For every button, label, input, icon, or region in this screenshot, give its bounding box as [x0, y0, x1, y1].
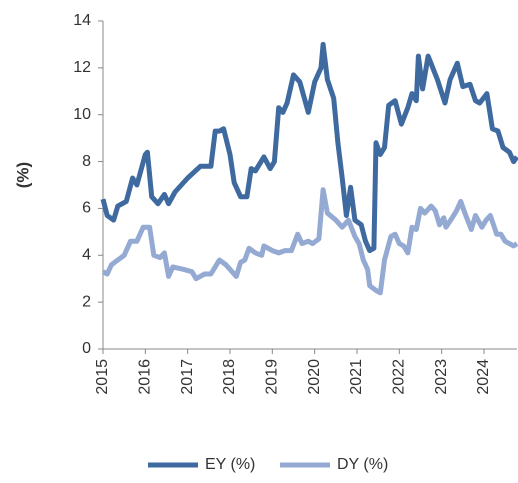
x-tick-label: 2015 — [94, 359, 111, 395]
y-tick-label: 10 — [73, 106, 91, 123]
x-tick-label: 2016 — [137, 359, 154, 395]
x-tick-label: 2017 — [179, 359, 196, 395]
y-tick-label: 4 — [82, 247, 91, 264]
x-tick-label: 2024 — [475, 359, 492, 395]
legend-label: DY (%) — [337, 456, 388, 473]
x-tick-label: 2022 — [391, 359, 408, 395]
legend-label: EY (%) — [205, 456, 255, 473]
y-tick-label: 2 — [82, 293, 91, 310]
series-line — [100, 41, 518, 254]
y-tick-label: 14 — [73, 12, 91, 29]
y-axis-label: (%) — [13, 162, 32, 188]
y-tick-label: 12 — [73, 59, 91, 76]
x-tick-label: 2018 — [221, 359, 238, 395]
y-tick-label: 8 — [82, 153, 91, 170]
x-tick-label: 2021 — [348, 359, 365, 395]
x-tick-label: 2020 — [306, 359, 323, 395]
x-tick-label: 2019 — [264, 359, 281, 395]
series-line — [101, 187, 518, 296]
y-tick-label: 0 — [82, 340, 91, 357]
x-tick-label: 2023 — [433, 359, 450, 395]
y-tick-label: 6 — [82, 200, 91, 217]
